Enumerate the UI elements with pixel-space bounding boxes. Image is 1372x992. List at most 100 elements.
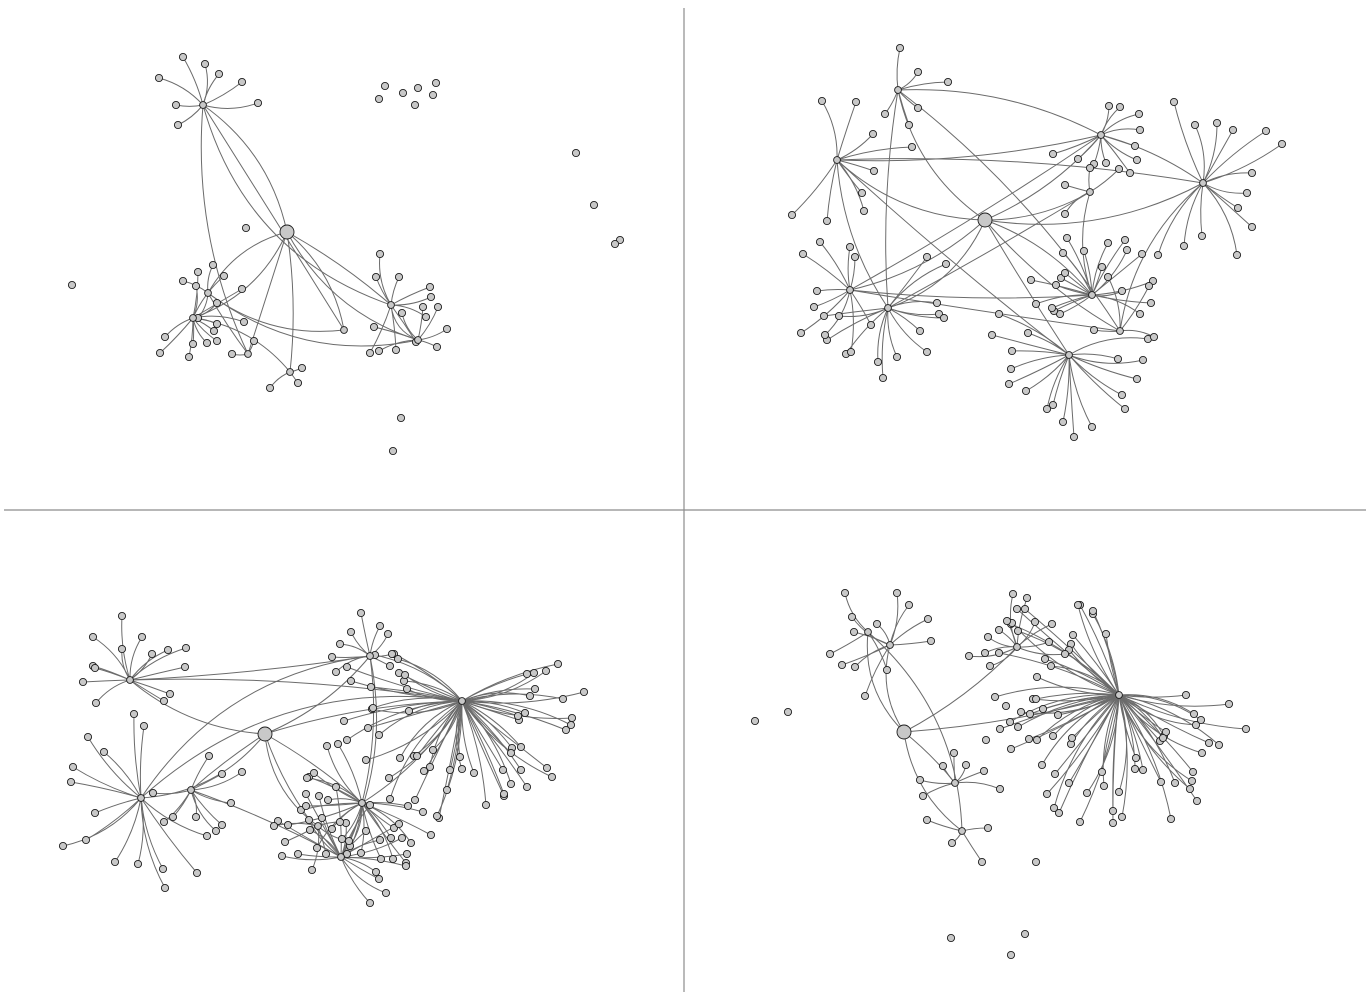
- leaf-node[interactable]: [525, 691, 535, 701]
- leaf-node[interactable]: [137, 632, 147, 642]
- leaf-node[interactable]: [1064, 778, 1074, 788]
- leaf-node[interactable]: [1117, 812, 1127, 822]
- leaf-node[interactable]: [160, 883, 170, 893]
- leaf-node[interactable]: [1120, 235, 1130, 245]
- leaf-node[interactable]: [455, 752, 465, 762]
- leaf-node[interactable]: [918, 791, 928, 801]
- hub-node[interactable]: [1115, 691, 1123, 699]
- leaf-node[interactable]: [361, 826, 371, 836]
- hub-node[interactable]: [1097, 131, 1105, 139]
- leaf-node[interactable]: [1104, 101, 1114, 111]
- leaf-node[interactable]: [1032, 735, 1042, 745]
- leaf-node[interactable]: [356, 848, 366, 858]
- leaf-node[interactable]: [384, 773, 394, 783]
- hub-node[interactable]: [337, 853, 345, 861]
- leaf-node[interactable]: [589, 200, 599, 210]
- leaf-node[interactable]: [323, 795, 333, 805]
- leaf-node[interactable]: [371, 867, 381, 877]
- leaf-node[interactable]: [168, 812, 178, 822]
- leaf-node[interactable]: [1233, 203, 1243, 213]
- leaf-node[interactable]: [1048, 731, 1058, 741]
- leaf-node[interactable]: [1047, 303, 1057, 313]
- hub-node[interactable]: [137, 794, 145, 802]
- leaf-node[interactable]: [579, 687, 589, 697]
- leaf-node[interactable]: [442, 324, 452, 334]
- hub-node[interactable]: [1086, 188, 1094, 196]
- leaf-node[interactable]: [1125, 168, 1135, 178]
- leaf-node[interactable]: [1060, 180, 1070, 190]
- leaf-node[interactable]: [1013, 722, 1023, 732]
- leaf-node[interactable]: [428, 90, 438, 100]
- leaf-node[interactable]: [1022, 593, 1032, 603]
- hub-node[interactable]: [340, 326, 348, 334]
- leaf-node[interactable]: [481, 800, 491, 810]
- leaf-node[interactable]: [850, 662, 860, 672]
- leaf-node[interactable]: [1085, 163, 1095, 173]
- leaf-node[interactable]: [561, 725, 571, 735]
- leaf-node[interactable]: [1103, 238, 1113, 248]
- leaf-node[interactable]: [915, 326, 925, 336]
- leaf-node[interactable]: [1025, 709, 1035, 719]
- leaf-node[interactable]: [293, 849, 303, 859]
- leaf-node[interactable]: [381, 888, 391, 898]
- leaf-node[interactable]: [1187, 776, 1197, 786]
- leaf-node[interactable]: [301, 789, 311, 799]
- leaf-node[interactable]: [280, 837, 290, 847]
- leaf-node[interactable]: [1046, 661, 1056, 671]
- leaf-node[interactable]: [947, 838, 957, 848]
- leaf-node[interactable]: [939, 313, 949, 323]
- hub-node[interactable]: [458, 697, 466, 705]
- leaf-node[interactable]: [173, 120, 183, 130]
- leaf-node[interactable]: [1169, 97, 1179, 107]
- leaf-node[interactable]: [1114, 164, 1124, 174]
- leaf-node[interactable]: [571, 148, 581, 158]
- leaf-node[interactable]: [432, 342, 442, 352]
- leaf-node[interactable]: [932, 298, 942, 308]
- root-node[interactable]: [257, 726, 273, 742]
- hub-node[interactable]: [884, 304, 892, 312]
- leaf-node[interactable]: [193, 267, 203, 277]
- leaf-node[interactable]: [938, 761, 948, 771]
- leaf-node[interactable]: [1122, 245, 1132, 255]
- leaf-node[interactable]: [868, 129, 878, 139]
- hub-node[interactable]: [1116, 327, 1124, 335]
- leaf-node[interactable]: [212, 298, 222, 308]
- leaf-node[interactable]: [516, 742, 526, 752]
- leaf-node[interactable]: [610, 239, 620, 249]
- leaf-node[interactable]: [892, 352, 902, 362]
- leaf-node[interactable]: [81, 835, 91, 845]
- leaf-node[interactable]: [913, 103, 923, 113]
- leaf-node[interactable]: [499, 789, 509, 799]
- leaf-node[interactable]: [346, 627, 356, 637]
- leaf-node[interactable]: [110, 857, 120, 867]
- leaf-node[interactable]: [922, 815, 932, 825]
- leaf-node[interactable]: [1002, 616, 1012, 626]
- leaf-node[interactable]: [1069, 432, 1079, 442]
- root-node[interactable]: [279, 224, 295, 240]
- leaf-node[interactable]: [393, 654, 403, 664]
- leaf-node[interactable]: [426, 830, 436, 840]
- hub-node[interactable]: [864, 628, 872, 636]
- leaf-node[interactable]: [1179, 241, 1189, 251]
- leaf-node[interactable]: [866, 320, 876, 330]
- leaf-node[interactable]: [1024, 734, 1034, 744]
- hub-node[interactable]: [199, 101, 207, 109]
- hub-node[interactable]: [358, 799, 366, 807]
- leaf-node[interactable]: [529, 668, 539, 678]
- leaf-node[interactable]: [1108, 806, 1118, 816]
- leaf-node[interactable]: [1247, 222, 1257, 232]
- leaf-node[interactable]: [147, 649, 157, 659]
- leaf-node[interactable]: [363, 723, 373, 733]
- leaf-node[interactable]: [204, 751, 214, 761]
- leaf-node[interactable]: [139, 721, 149, 731]
- leaf-node[interactable]: [1062, 233, 1072, 243]
- leaf-node[interactable]: [1212, 118, 1222, 128]
- leaf-node[interactable]: [941, 259, 951, 269]
- leaf-node[interactable]: [171, 100, 181, 110]
- leaf-node[interactable]: [1224, 699, 1234, 709]
- leaf-node[interactable]: [1191, 720, 1201, 730]
- leaf-node[interactable]: [335, 817, 345, 827]
- leaf-node[interactable]: [987, 330, 997, 340]
- leaf-node[interactable]: [994, 625, 1004, 635]
- leaf-node[interactable]: [1097, 262, 1107, 272]
